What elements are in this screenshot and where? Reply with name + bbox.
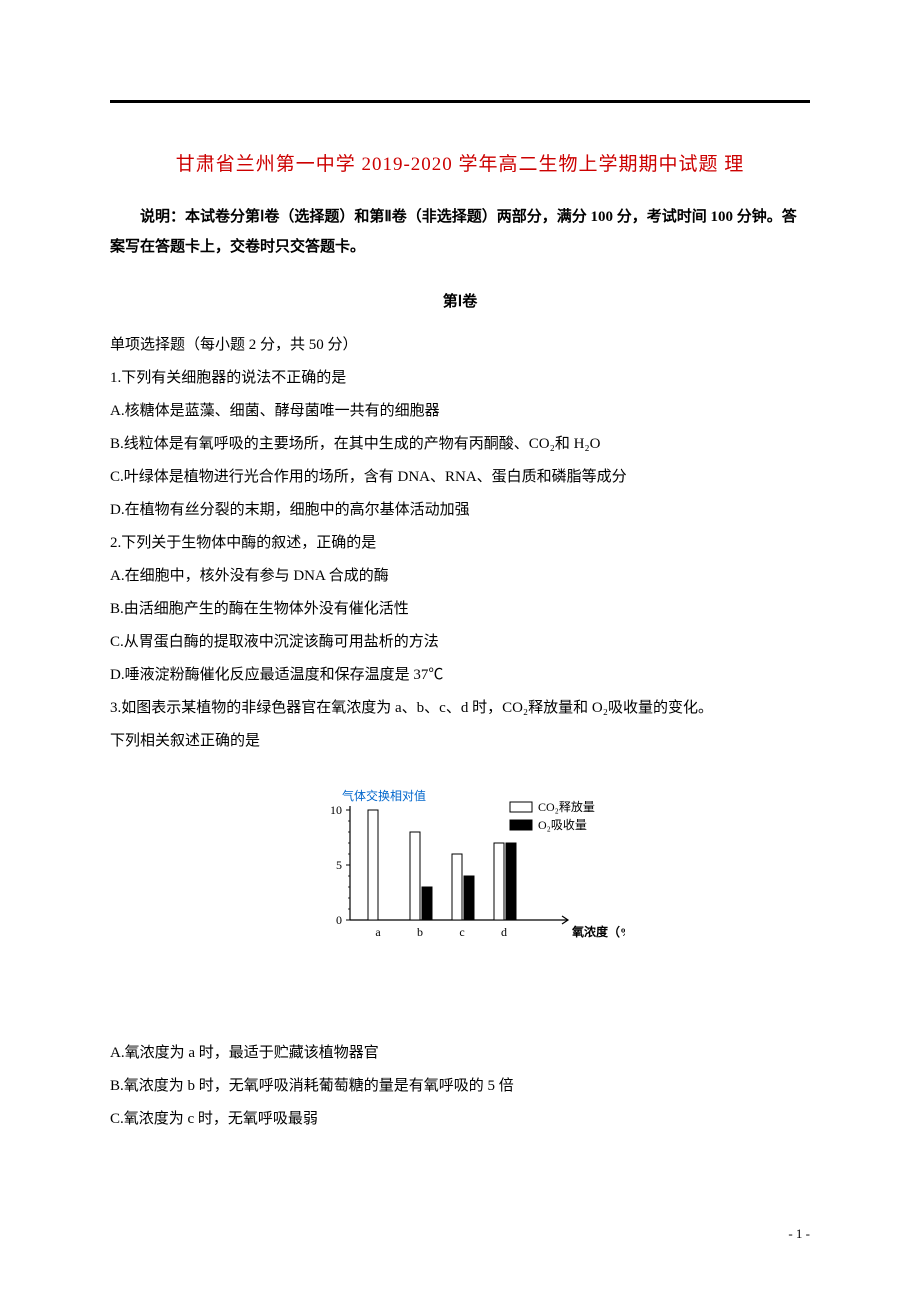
- q2-option-c: C.从胃蛋白酶的提取液中沉淀该酶可用盐析的方法: [110, 626, 810, 659]
- q1-stem: 1.下列有关细胞器的说法不正确的是: [110, 362, 810, 395]
- page-number: - 1 -: [788, 1226, 810, 1242]
- svg-text:c: c: [459, 925, 464, 939]
- q3-stem-a: 3.如图表示某植物的非绿色器官在氧浓度为 a、b、c、d 时，CO₂释放量和 O…: [110, 692, 810, 725]
- q1-option-b: B.线粒体是有氧呼吸的主要场所，在其中生成的产物有丙酮酸、CO₂和 H₂O: [110, 428, 810, 461]
- spacer: [110, 967, 810, 1037]
- q3-option-b: B.氧浓度为 b 时，无氧呼吸消耗葡萄糖的量是有氧呼吸的 5 倍: [110, 1070, 810, 1103]
- svg-text:5: 5: [336, 858, 342, 872]
- q3-stem-b: 下列相关叙述正确的是: [110, 725, 810, 758]
- top-rule: [110, 100, 810, 103]
- q2-option-a: A.在细胞中，核外没有参与 DNA 合成的酶: [110, 560, 810, 593]
- bar-chart-svg: 气体交换相对值 0 5 10 CO₂释放量 O₂吸收量 a b c d 氧浓度（%）: [295, 770, 625, 950]
- svg-text:氧浓度（%）: 氧浓度（%）: [571, 924, 625, 939]
- svg-text:O₂吸收量: O₂吸收量: [538, 818, 587, 832]
- q1-option-d: D.在植物有丝分裂的末期，细胞中的高尔基体活动加强: [110, 494, 810, 527]
- q3-chart: 气体交换相对值 0 5 10 CO₂释放量 O₂吸收量 a b c d 氧浓度（%）: [110, 770, 810, 955]
- content: 甘肃省兰州第一中学 2019-2020 学年高二生物上学期期中试题 理 说明：本…: [110, 150, 810, 1136]
- q2-option-b: B.由活细胞产生的酶在生物体外没有催化活性: [110, 593, 810, 626]
- q2-stem: 2.下列关于生物体中酶的叙述，正确的是: [110, 527, 810, 560]
- mcq-intro: 单项选择题（每小题 2 分，共 50 分）: [110, 329, 810, 362]
- q3-option-c: C.氧浓度为 c 时，无氧呼吸最弱: [110, 1103, 810, 1136]
- svg-text:a: a: [375, 925, 381, 939]
- q3-option-a: A.氧浓度为 a 时，最适于贮藏该植物器官: [110, 1037, 810, 1070]
- exam-instructions: 说明：本试卷分第Ⅰ卷（选择题）和第Ⅱ卷（非选择题）两部分，满分 100 分，考试…: [110, 202, 810, 262]
- q1-option-c: C.叶绿体是植物进行光合作用的场所，含有 DNA、RNA、蛋白质和磷脂等成分: [110, 461, 810, 494]
- document-title: 甘肃省兰州第一中学 2019-2020 学年高二生物上学期期中试题 理: [110, 150, 810, 180]
- svg-text:CO₂释放量: CO₂释放量: [538, 799, 595, 814]
- section-1-heading: 第Ⅰ卷: [110, 290, 810, 311]
- svg-text:d: d: [501, 925, 507, 939]
- page: 甘肃省兰州第一中学 2019-2020 学年高二生物上学期期中试题 理 说明：本…: [0, 0, 920, 1302]
- svg-text:b: b: [417, 925, 423, 939]
- q2-option-d: D.唾液淀粉酶催化反应最适温度和保存温度是 37℃: [110, 659, 810, 692]
- svg-text:气体交换相对值: 气体交换相对值: [342, 788, 426, 803]
- q1-option-a: A.核糖体是蓝藻、细菌、酵母菌唯一共有的细胞器: [110, 395, 810, 428]
- svg-text:0: 0: [336, 913, 342, 927]
- svg-text:10: 10: [330, 803, 342, 817]
